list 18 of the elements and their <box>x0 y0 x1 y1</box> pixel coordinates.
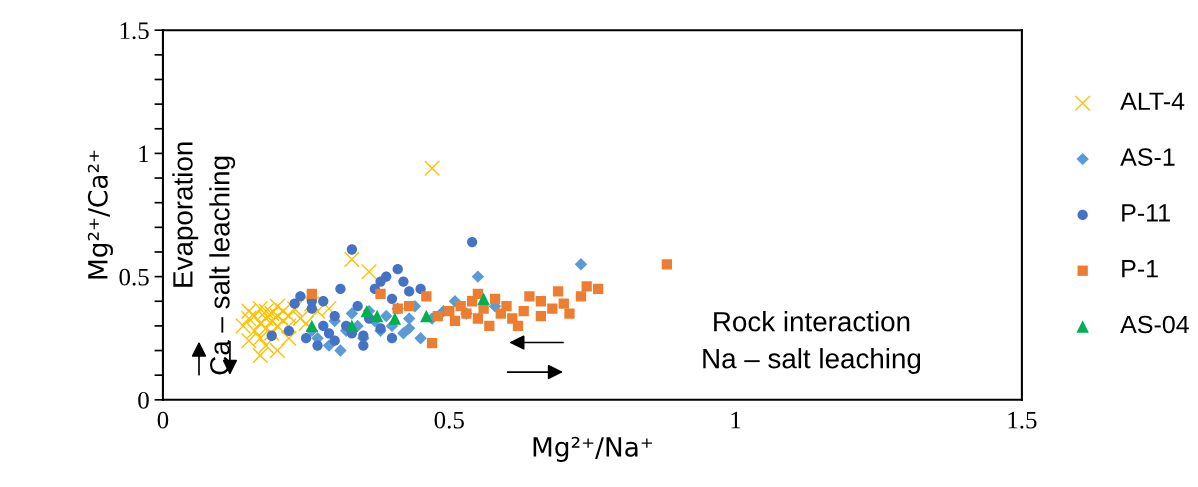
y-tick-label: 1 <box>139 145 149 163</box>
legend-label: AS-1 <box>1120 148 1175 166</box>
x-tick-label: 1.5 <box>1008 411 1037 429</box>
annotation: Rock interaction <box>714 311 910 332</box>
legend-label: P-11 <box>1122 204 1170 222</box>
legend-label: ALT-4 <box>1120 92 1185 110</box>
y-tick-label: 1.5 <box>120 22 149 40</box>
x-axis-title: Mg²⁺/Na⁺ <box>533 436 653 462</box>
annotation: Evaporation <box>172 142 199 287</box>
x-tick-label: 0 <box>157 411 169 429</box>
y-axis-title: Mg²⁺/Ca²⁺ <box>87 150 113 279</box>
annotation: Na – salt leaching <box>703 348 921 374</box>
x-tick-label: 0.5 <box>434 411 464 429</box>
legend-label: AS-04 <box>1120 315 1189 334</box>
legend-label: P-1 <box>1122 260 1158 278</box>
x-tick-label: 1 <box>731 411 741 429</box>
y-tick-label: 0.5 <box>119 268 149 286</box>
y-tick-label: 0 <box>138 391 149 409</box>
